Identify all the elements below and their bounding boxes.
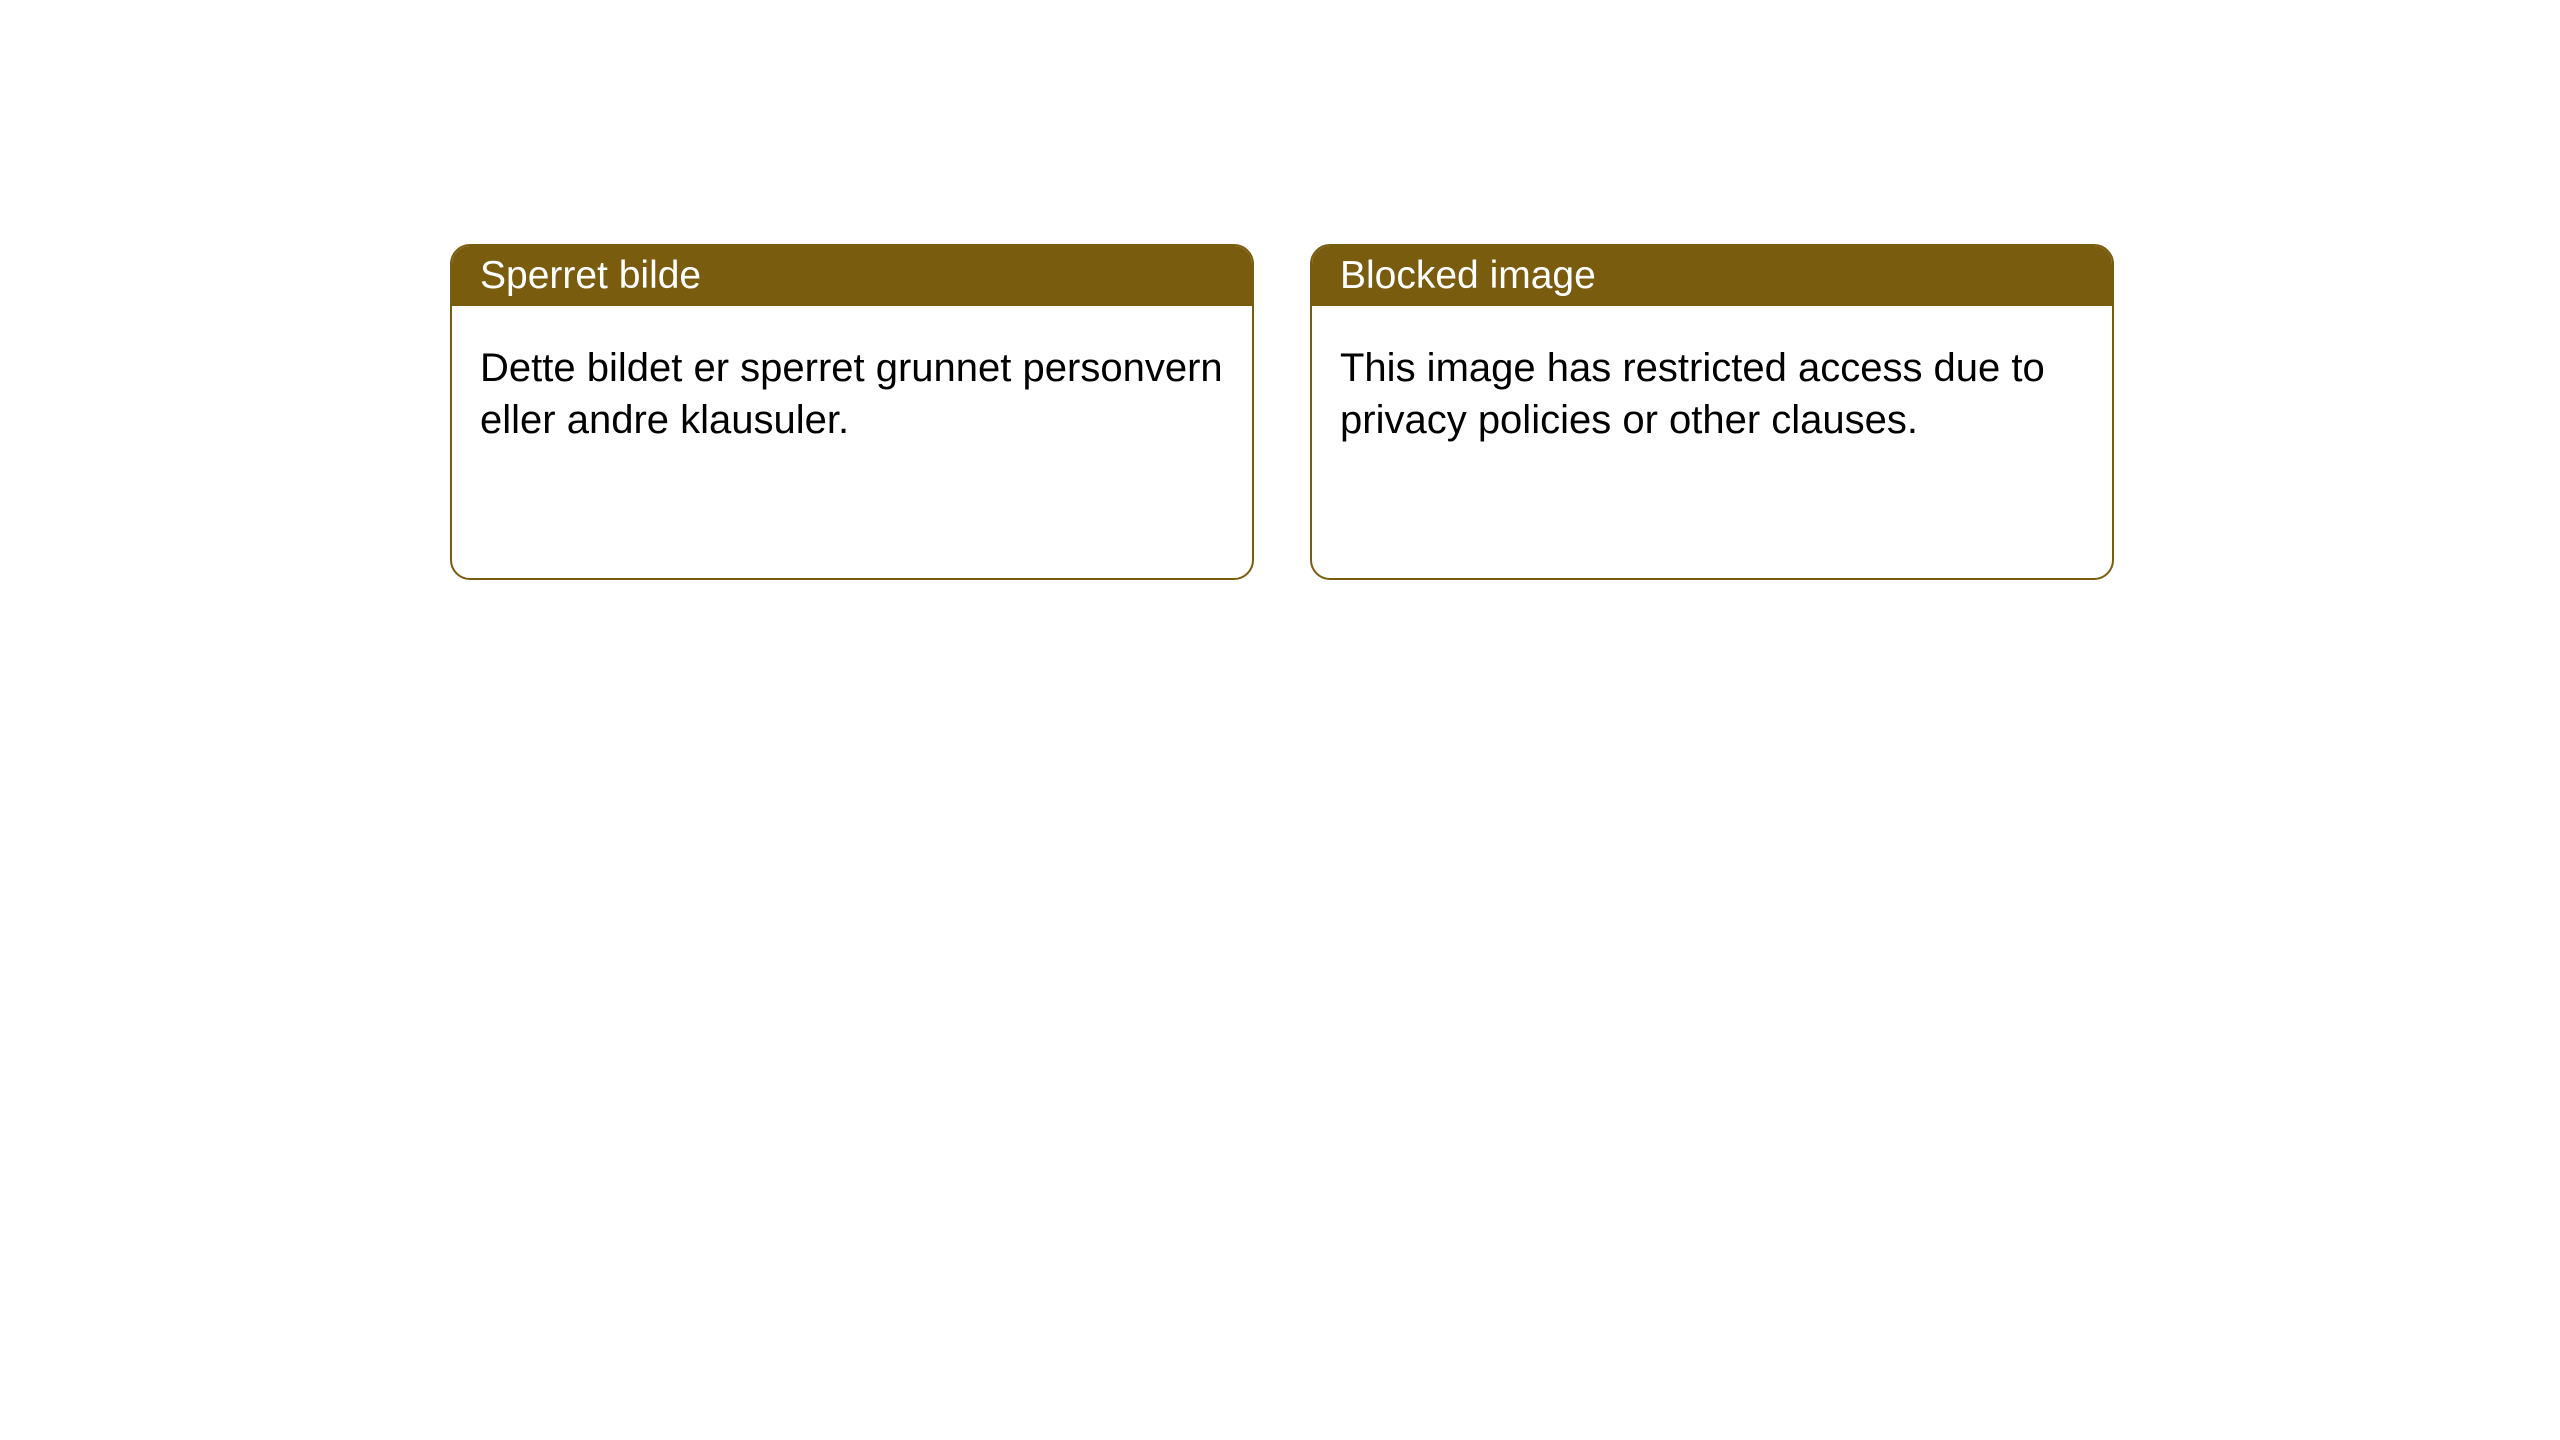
notice-container: Sperret bilde Dette bildet er sperret gr…	[0, 0, 2560, 580]
card-body: Dette bildet er sperret grunnet personve…	[452, 306, 1252, 482]
card-header: Sperret bilde	[452, 246, 1252, 306]
notice-card-norwegian: Sperret bilde Dette bildet er sperret gr…	[450, 244, 1254, 580]
card-header-text: Blocked image	[1340, 254, 1596, 298]
notice-card-english: Blocked image This image has restricted …	[1310, 244, 2114, 580]
card-header: Blocked image	[1312, 246, 2112, 306]
card-header-text: Sperret bilde	[480, 254, 701, 298]
card-body-text: Dette bildet er sperret grunnet personve…	[480, 346, 1223, 442]
card-body-text: This image has restricted access due to …	[1340, 346, 2045, 442]
card-body: This image has restricted access due to …	[1312, 306, 2112, 482]
